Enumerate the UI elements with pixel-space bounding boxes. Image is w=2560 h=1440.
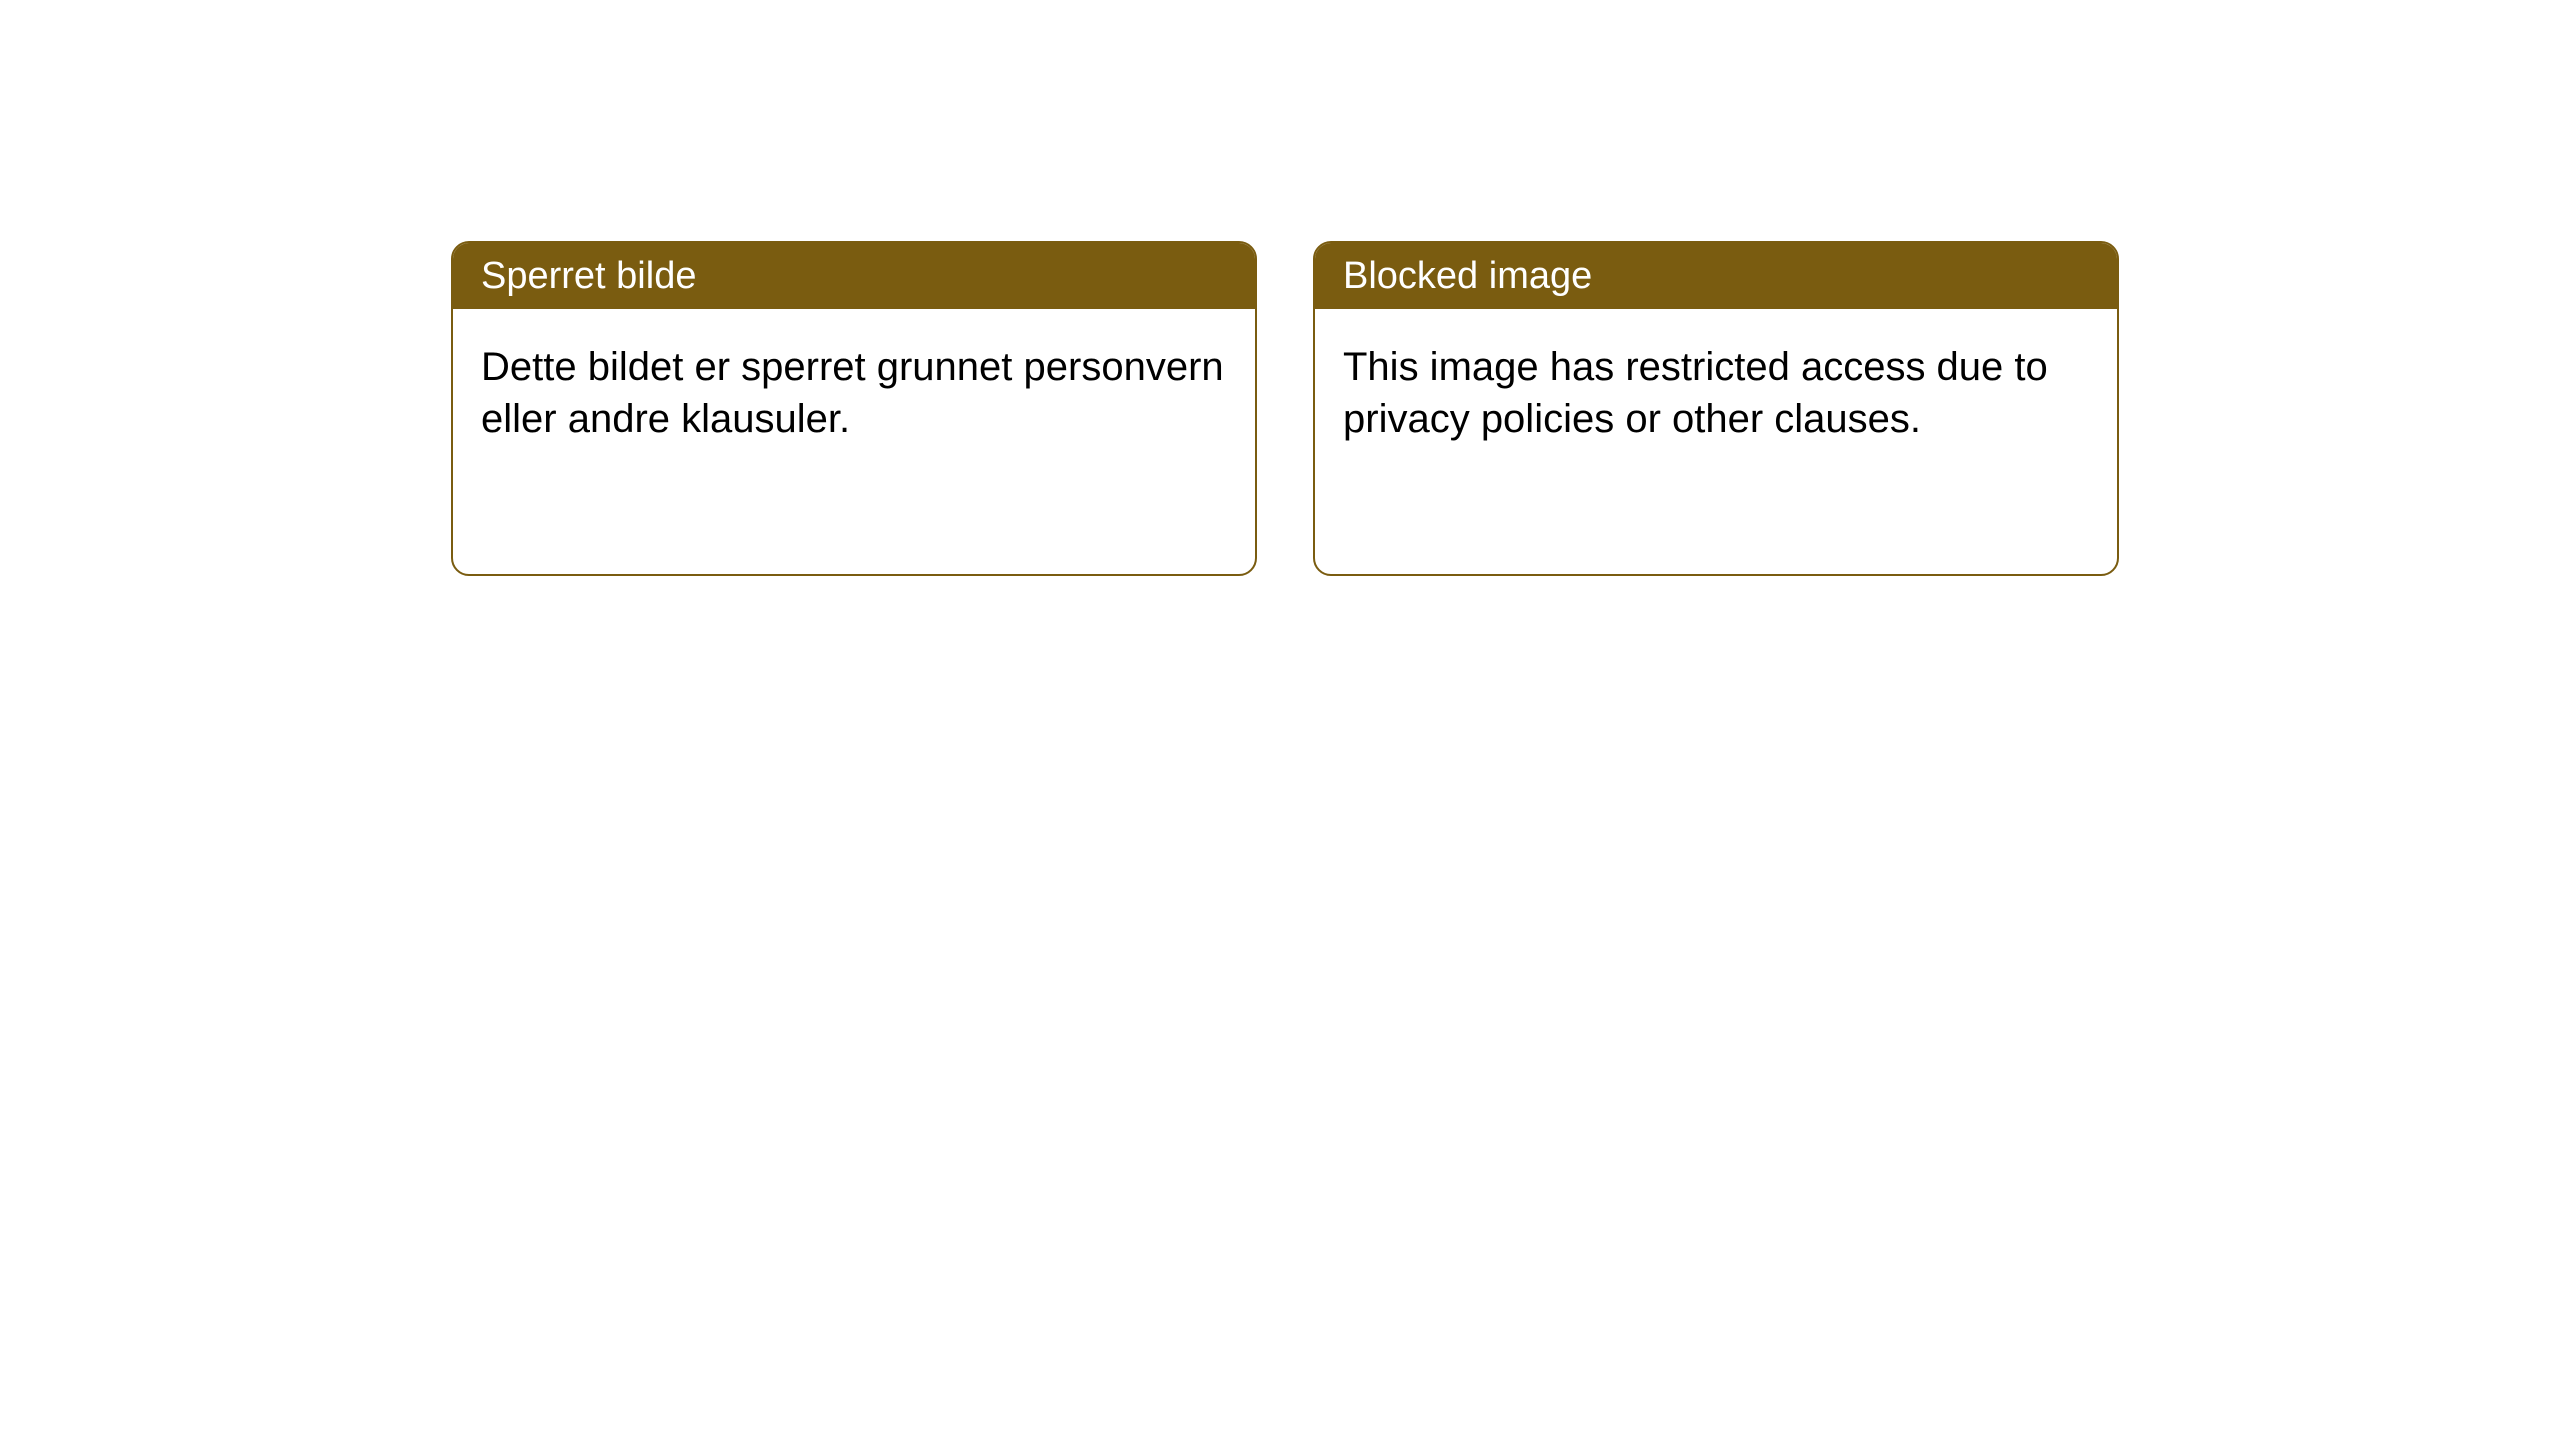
notice-card-norwegian: Sperret bilde Dette bildet er sperret gr… — [451, 241, 1257, 576]
notice-body: Dette bildet er sperret grunnet personve… — [453, 309, 1255, 477]
notice-header: Blocked image — [1315, 243, 2117, 309]
notices-container: Sperret bilde Dette bildet er sperret gr… — [0, 0, 2560, 576]
notice-card-english: Blocked image This image has restricted … — [1313, 241, 2119, 576]
notice-header: Sperret bilde — [453, 243, 1255, 309]
notice-body: This image has restricted access due to … — [1315, 309, 2117, 477]
